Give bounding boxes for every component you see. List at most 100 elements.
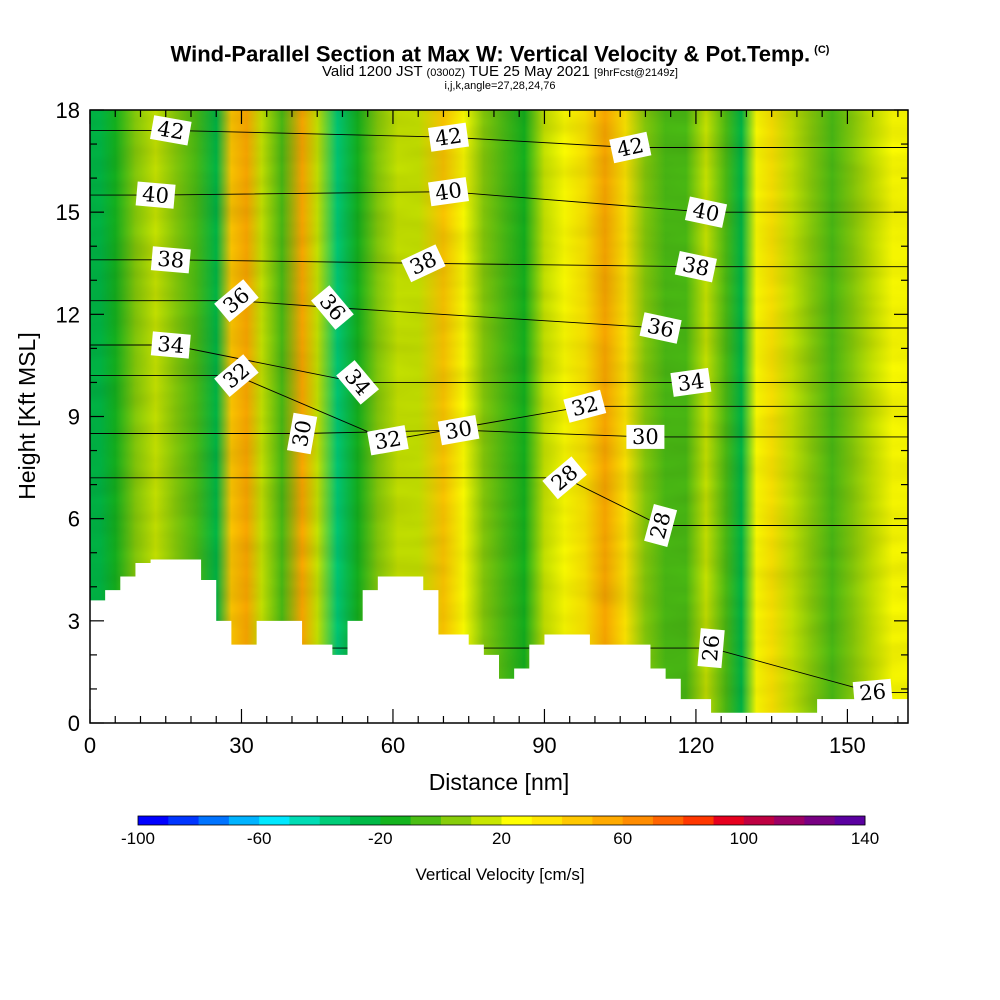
x-tick-label: 0 (84, 733, 96, 758)
contour-label-34: 34 (670, 367, 712, 397)
valid-time-label: Valid 1200 JST (322, 63, 423, 81)
colorbar-swatch (774, 816, 805, 825)
colorbar-swatch (138, 816, 169, 825)
x-tick-label: 30 (229, 733, 253, 758)
contour-label-box (542, 456, 587, 500)
x-tick-label: 60 (381, 733, 405, 758)
contour-label-box (563, 389, 607, 423)
colorbar-swatch (652, 816, 684, 825)
colorbar-tick-label: -100 (121, 829, 155, 848)
contour-label-box (428, 122, 469, 152)
contour-label-box (674, 251, 717, 283)
contour-label-32: 32 (367, 425, 409, 456)
x-tick-label: 90 (532, 733, 556, 758)
y-tick-label: 6 (68, 507, 80, 532)
contour-label-text: 34 (676, 369, 706, 396)
contour-label-text: 30 (443, 416, 473, 444)
colorbar-swatch (289, 816, 321, 825)
contour-label-30: 30 (437, 414, 480, 446)
colorbar-tick-label: -20 (368, 829, 393, 848)
contour-label-box (639, 312, 682, 344)
contour-label-text: 30 (632, 425, 659, 449)
y-axis-title: Height [Kft MSL] (14, 332, 40, 499)
colorbar-tick-label: 60 (613, 829, 632, 848)
contour-label-box (852, 678, 893, 707)
colorbar-swatch (562, 816, 593, 825)
contour-label-box (644, 504, 678, 547)
colorbar-swatch (743, 816, 775, 825)
colorbar-title: Vertical Velocity [cm/s] (415, 865, 584, 884)
contour-label-36: 36 (639, 312, 682, 344)
terrain-mask (90, 559, 908, 723)
contour-label-26: 26 (852, 678, 893, 707)
contour-label-text: 42 (615, 133, 646, 162)
contour-label-box (286, 412, 318, 455)
valid-time-utc: (0300Z) (426, 67, 466, 80)
contour-label-text: 40 (141, 182, 170, 208)
contour-label-40: 40 (428, 177, 469, 207)
contour-label-box (428, 177, 469, 207)
colorbar-swatch (350, 816, 381, 825)
forecast-info: [9hrFcst@2149z] (594, 67, 678, 80)
y-tick-label: 18 (56, 98, 80, 123)
contour-label-box (437, 414, 480, 446)
colorbar-swatch (198, 816, 230, 825)
contour-label-text: 38 (156, 247, 185, 273)
contour-label-text: 26 (698, 634, 724, 663)
contour-label-box (626, 424, 665, 449)
contour-label-text: 42 (434, 123, 464, 150)
colorbar-swatch (471, 816, 502, 825)
contour-label-box (670, 367, 712, 397)
contour-label-text: 34 (156, 332, 185, 358)
contour-label-38: 38 (674, 251, 717, 283)
chart-title: Wind-Parallel Section at Max W: Vertical… (0, 38, 1000, 66)
section-params: i,j,k,angle=27,28,24,76 (444, 80, 556, 93)
colorbar-tick-label: -60 (247, 829, 272, 848)
chart-title-text: Wind-Parallel Section at Max W: Vertical… (170, 41, 811, 67)
y-tick-label: 3 (68, 609, 80, 634)
colorbar-swatch (622, 816, 654, 825)
contour-label-26: 26 (697, 628, 725, 669)
colorbar-tick-label: 140 (851, 829, 879, 848)
colorbar-swatch (501, 816, 533, 825)
chart-title-block: Wind-Parallel Section at Max W: Vertical… (0, 38, 1000, 92)
y-tick-label: 12 (56, 302, 80, 327)
colorbar-frame (137, 815, 866, 826)
contour-label-box (336, 360, 380, 405)
x-tick-label: 120 (678, 733, 715, 758)
contour-label-42: 42 (609, 131, 652, 164)
contour-label-text: 32 (373, 426, 403, 454)
contour-label-40: 40 (684, 196, 728, 228)
contour-label-42: 42 (428, 122, 469, 152)
contour-label-box (150, 331, 191, 359)
contour-label-box (609, 131, 652, 164)
colorbar-swatch (440, 816, 472, 825)
colorbar-swatch (319, 816, 351, 825)
contour-label-38: 38 (150, 246, 191, 274)
contour-label-box (684, 196, 728, 228)
contour-label-text: 40 (434, 178, 464, 205)
contour-label-box (150, 115, 192, 146)
contour-label-box (401, 244, 446, 283)
contour-label-box (150, 246, 191, 274)
chart-subtitle: Valid 1200 JST (0300Z) TUE 25 May 2021 [… (0, 64, 1000, 81)
contour-label-text: 26 (858, 679, 887, 705)
contour-label-box (214, 354, 259, 398)
valid-date: TUE 25 May 2021 (468, 63, 590, 81)
contour-label-text: 30 (288, 418, 316, 448)
contour-label-text: 40 (690, 198, 721, 227)
contour-label-34: 34 (150, 331, 191, 359)
colorbar-tick-label: 100 (730, 829, 758, 848)
colorbar-tick-label: 20 (492, 829, 511, 848)
x-tick-label: 150 (829, 733, 866, 758)
colorbar-swatch (380, 816, 412, 825)
x-axis-title: Distance [nm] (429, 769, 570, 795)
contour-label-30: 30 (626, 424, 665, 449)
colorbar-swatch (259, 816, 290, 825)
colorbar-swatch (228, 816, 260, 825)
colorbar-swatch (804, 816, 836, 825)
